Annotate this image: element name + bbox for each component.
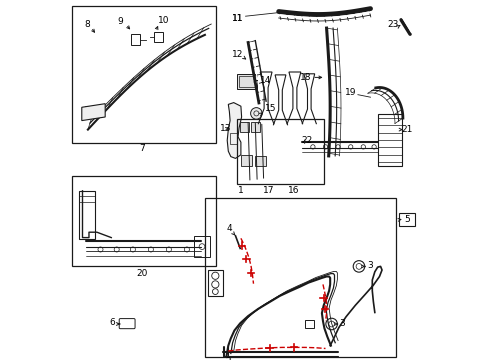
Bar [237,74,257,89]
Polygon shape [227,103,241,158]
Bar [377,114,401,166]
Bar [250,122,259,132]
Text: 7: 7 [139,144,144,153]
Bar [230,133,237,144]
Text: 23: 23 [386,20,398,29]
Bar [399,213,415,226]
Bar [72,6,215,143]
Text: 4: 4 [226,224,232,233]
Text: 17: 17 [263,186,274,194]
Bar [207,270,223,296]
Text: 22: 22 [301,136,312,145]
Bar [79,191,95,239]
Text: 6: 6 [109,319,115,328]
Text: 1: 1 [238,186,244,194]
Text: 15: 15 [264,104,276,112]
Text: 12: 12 [231,50,243,59]
Text: 9: 9 [117,17,123,26]
Bar [72,176,215,266]
Bar [305,320,313,328]
Text: 10: 10 [158,15,169,24]
Bar [194,236,210,257]
Circle shape [250,108,262,119]
Bar [236,119,324,184]
Text: 21: 21 [401,125,412,134]
Text: 16: 16 [287,186,299,194]
Polygon shape [81,104,105,121]
Bar [84,106,102,117]
Text: 5: 5 [404,215,409,224]
Text: 11: 11 [231,14,243,23]
Text: 8: 8 [84,20,89,29]
Text: 20: 20 [136,269,147,278]
Text: 14: 14 [259,76,270,85]
Bar [241,155,251,166]
Text: 11: 11 [231,14,243,23]
Text: 18: 18 [299,73,311,82]
Bar [240,122,248,132]
Text: 2: 2 [225,357,231,360]
Bar [204,198,395,357]
Bar [153,32,163,42]
Bar [255,156,265,166]
Text: 19: 19 [344,88,356,97]
Bar [131,34,140,45]
Text: 13: 13 [220,124,231,133]
Bar [239,76,255,87]
Text: 3: 3 [338,320,344,328]
Text: 3: 3 [366,261,372,270]
